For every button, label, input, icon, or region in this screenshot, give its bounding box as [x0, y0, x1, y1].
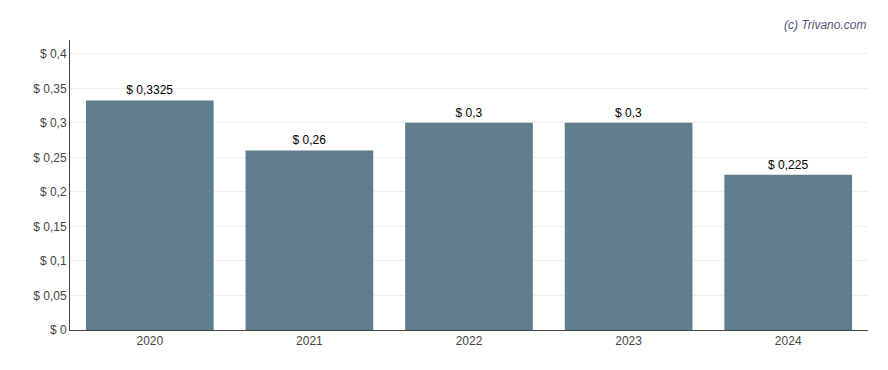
svg-text:$ 0,3: $ 0,3 — [40, 116, 67, 130]
svg-text:$ 0: $ 0 — [50, 323, 67, 337]
svg-text:$ 0,35: $ 0,35 — [33, 82, 67, 96]
svg-text:(c) Trivano.com: (c) Trivano.com — [784, 18, 866, 32]
svg-text:$ 0,4: $ 0,4 — [40, 47, 67, 61]
svg-text:$ 0,2: $ 0,2 — [40, 185, 67, 199]
svg-text:2024: 2024 — [775, 334, 802, 348]
svg-text:$ 0,15: $ 0,15 — [33, 220, 67, 234]
svg-text:$ 0,3325: $ 0,3325 — [126, 83, 173, 97]
svg-text:$ 0,3: $ 0,3 — [615, 106, 642, 120]
svg-text:$ 0,05: $ 0,05 — [33, 289, 67, 303]
svg-text:$ 0,3: $ 0,3 — [455, 106, 482, 120]
svg-text:$ 0,1: $ 0,1 — [40, 254, 67, 268]
svg-text:2021: 2021 — [296, 334, 323, 348]
svg-text:2022: 2022 — [456, 334, 483, 348]
svg-text:2020: 2020 — [136, 334, 163, 348]
svg-text:$ 0,225: $ 0,225 — [768, 158, 808, 172]
svg-text:$ 0,25: $ 0,25 — [33, 151, 67, 165]
svg-text:$ 0,26: $ 0,26 — [293, 133, 327, 147]
svg-text:2023: 2023 — [615, 334, 642, 348]
